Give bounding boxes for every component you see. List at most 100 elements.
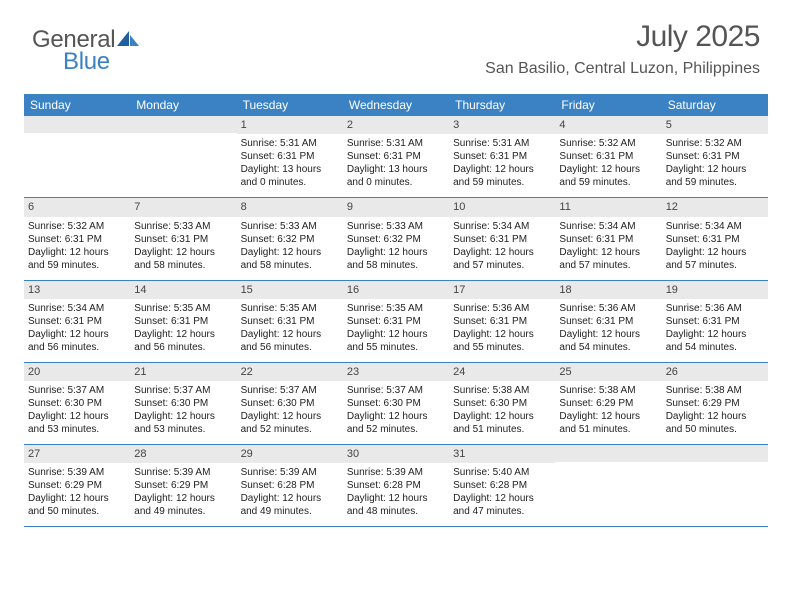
day-text-line: and 53 minutes. bbox=[28, 423, 126, 436]
day-cell: 17Sunrise: 5:36 AMSunset: 6:31 PMDayligh… bbox=[449, 281, 555, 362]
brand-text-blue: Blue bbox=[63, 48, 110, 76]
day-number: 9 bbox=[343, 198, 449, 216]
day-number: 15 bbox=[237, 281, 343, 299]
day-body: Sunrise: 5:38 AMSunset: 6:29 PMDaylight:… bbox=[662, 381, 768, 444]
day-number: 31 bbox=[449, 445, 555, 463]
day-cell: 2Sunrise: 5:31 AMSunset: 6:31 PMDaylight… bbox=[343, 116, 449, 197]
day-number: 3 bbox=[449, 116, 555, 134]
day-text-line: and 55 minutes. bbox=[453, 341, 551, 354]
day-text-line: and 57 minutes. bbox=[453, 259, 551, 272]
day-body: Sunrise: 5:38 AMSunset: 6:29 PMDaylight:… bbox=[555, 381, 661, 444]
day-text-line: Sunrise: 5:36 AM bbox=[453, 302, 551, 315]
day-body: Sunrise: 5:32 AMSunset: 6:31 PMDaylight:… bbox=[555, 134, 661, 197]
day-number: 4 bbox=[555, 116, 661, 134]
day-text-line: and 59 minutes. bbox=[559, 176, 657, 189]
day-text-line: Sunset: 6:30 PM bbox=[453, 397, 551, 410]
day-cell: 23Sunrise: 5:37 AMSunset: 6:30 PMDayligh… bbox=[343, 363, 449, 444]
day-header-cell: Tuesday bbox=[237, 94, 343, 116]
day-text-line: Daylight: 12 hours bbox=[347, 246, 445, 259]
day-text-line: Sunrise: 5:38 AM bbox=[666, 384, 764, 397]
day-text-line: Sunset: 6:31 PM bbox=[241, 315, 339, 328]
day-text-line: Daylight: 13 hours bbox=[241, 163, 339, 176]
day-cell: 13Sunrise: 5:34 AMSunset: 6:31 PMDayligh… bbox=[24, 281, 130, 362]
day-number: 29 bbox=[237, 445, 343, 463]
day-cell bbox=[662, 445, 768, 526]
day-cell bbox=[555, 445, 661, 526]
day-text-line: Daylight: 12 hours bbox=[453, 410, 551, 423]
day-cell: 8Sunrise: 5:33 AMSunset: 6:32 PMDaylight… bbox=[237, 198, 343, 279]
day-number: 27 bbox=[24, 445, 130, 463]
day-text-line: and 57 minutes. bbox=[666, 259, 764, 272]
day-text-line: Daylight: 12 hours bbox=[134, 246, 232, 259]
day-body: Sunrise: 5:33 AMSunset: 6:32 PMDaylight:… bbox=[343, 217, 449, 280]
day-number: 10 bbox=[449, 198, 555, 216]
day-body: Sunrise: 5:35 AMSunset: 6:31 PMDaylight:… bbox=[130, 299, 236, 362]
day-text-line: Sunrise: 5:39 AM bbox=[134, 466, 232, 479]
day-text-line: Sunset: 6:31 PM bbox=[453, 315, 551, 328]
day-cell: 27Sunrise: 5:39 AMSunset: 6:29 PMDayligh… bbox=[24, 445, 130, 526]
day-text-line: and 0 minutes. bbox=[241, 176, 339, 189]
day-text-line: Sunset: 6:29 PM bbox=[559, 397, 657, 410]
day-text-line: Daylight: 12 hours bbox=[241, 410, 339, 423]
day-text-line: and 48 minutes. bbox=[347, 505, 445, 518]
day-header-cell: Sunday bbox=[24, 94, 130, 116]
day-text-line: Sunrise: 5:34 AM bbox=[666, 220, 764, 233]
day-body: Sunrise: 5:37 AMSunset: 6:30 PMDaylight:… bbox=[237, 381, 343, 444]
day-text-line: Sunset: 6:32 PM bbox=[241, 233, 339, 246]
day-text-line: Sunset: 6:31 PM bbox=[347, 150, 445, 163]
day-header-cell: Monday bbox=[130, 94, 236, 116]
day-text-line: Daylight: 12 hours bbox=[453, 492, 551, 505]
brand-logo: General Blue bbox=[32, 26, 139, 54]
day-number: 20 bbox=[24, 363, 130, 381]
day-cell: 18Sunrise: 5:36 AMSunset: 6:31 PMDayligh… bbox=[555, 281, 661, 362]
day-cell bbox=[24, 116, 130, 197]
day-body: Sunrise: 5:37 AMSunset: 6:30 PMDaylight:… bbox=[130, 381, 236, 444]
day-number: 25 bbox=[555, 363, 661, 381]
day-text-line: Sunrise: 5:37 AM bbox=[347, 384, 445, 397]
day-text-line: and 47 minutes. bbox=[453, 505, 551, 518]
day-cell: 12Sunrise: 5:34 AMSunset: 6:31 PMDayligh… bbox=[662, 198, 768, 279]
day-text-line: Sunset: 6:28 PM bbox=[453, 479, 551, 492]
day-text-line: Sunrise: 5:33 AM bbox=[241, 220, 339, 233]
day-text-line: Sunset: 6:31 PM bbox=[559, 233, 657, 246]
day-body: Sunrise: 5:31 AMSunset: 6:31 PMDaylight:… bbox=[343, 134, 449, 197]
day-text-line: Sunrise: 5:39 AM bbox=[241, 466, 339, 479]
day-number: 7 bbox=[130, 198, 236, 216]
day-text-line: and 56 minutes. bbox=[241, 341, 339, 354]
week-row: 6Sunrise: 5:32 AMSunset: 6:31 PMDaylight… bbox=[24, 198, 768, 280]
day-body: Sunrise: 5:35 AMSunset: 6:31 PMDaylight:… bbox=[237, 299, 343, 362]
day-text-line: Daylight: 12 hours bbox=[559, 246, 657, 259]
day-body: Sunrise: 5:39 AMSunset: 6:29 PMDaylight:… bbox=[24, 463, 130, 526]
day-text-line: Sunrise: 5:37 AM bbox=[241, 384, 339, 397]
day-text-line: Daylight: 12 hours bbox=[559, 410, 657, 423]
day-text-line: Sunset: 6:31 PM bbox=[666, 315, 764, 328]
day-text-line: Daylight: 12 hours bbox=[28, 246, 126, 259]
day-cell: 6Sunrise: 5:32 AMSunset: 6:31 PMDaylight… bbox=[24, 198, 130, 279]
day-text-line: Daylight: 12 hours bbox=[347, 492, 445, 505]
day-text-line: Daylight: 12 hours bbox=[241, 246, 339, 259]
day-cell: 30Sunrise: 5:39 AMSunset: 6:28 PMDayligh… bbox=[343, 445, 449, 526]
day-text-line: Sunrise: 5:32 AM bbox=[28, 220, 126, 233]
day-text-line: and 52 minutes. bbox=[241, 423, 339, 436]
day-text-line: Daylight: 12 hours bbox=[28, 492, 126, 505]
day-number: 5 bbox=[662, 116, 768, 134]
day-text-line: and 54 minutes. bbox=[666, 341, 764, 354]
day-number: 1 bbox=[237, 116, 343, 134]
brand-sail-icon bbox=[117, 29, 139, 52]
day-number: 14 bbox=[130, 281, 236, 299]
day-cell: 11Sunrise: 5:34 AMSunset: 6:31 PMDayligh… bbox=[555, 198, 661, 279]
day-cell: 22Sunrise: 5:37 AMSunset: 6:30 PMDayligh… bbox=[237, 363, 343, 444]
day-text-line: and 57 minutes. bbox=[559, 259, 657, 272]
day-text-line: Sunrise: 5:39 AM bbox=[347, 466, 445, 479]
day-cell: 19Sunrise: 5:36 AMSunset: 6:31 PMDayligh… bbox=[662, 281, 768, 362]
day-text-line: Sunrise: 5:31 AM bbox=[347, 137, 445, 150]
day-text-line: Sunset: 6:31 PM bbox=[241, 150, 339, 163]
day-text-line: Sunset: 6:31 PM bbox=[134, 315, 232, 328]
day-number: 30 bbox=[343, 445, 449, 463]
day-text-line: Sunset: 6:30 PM bbox=[134, 397, 232, 410]
day-text-line: Sunrise: 5:32 AM bbox=[666, 137, 764, 150]
day-header-cell: Wednesday bbox=[343, 94, 449, 116]
day-number: 23 bbox=[343, 363, 449, 381]
day-cell: 20Sunrise: 5:37 AMSunset: 6:30 PMDayligh… bbox=[24, 363, 130, 444]
day-body: Sunrise: 5:36 AMSunset: 6:31 PMDaylight:… bbox=[662, 299, 768, 362]
